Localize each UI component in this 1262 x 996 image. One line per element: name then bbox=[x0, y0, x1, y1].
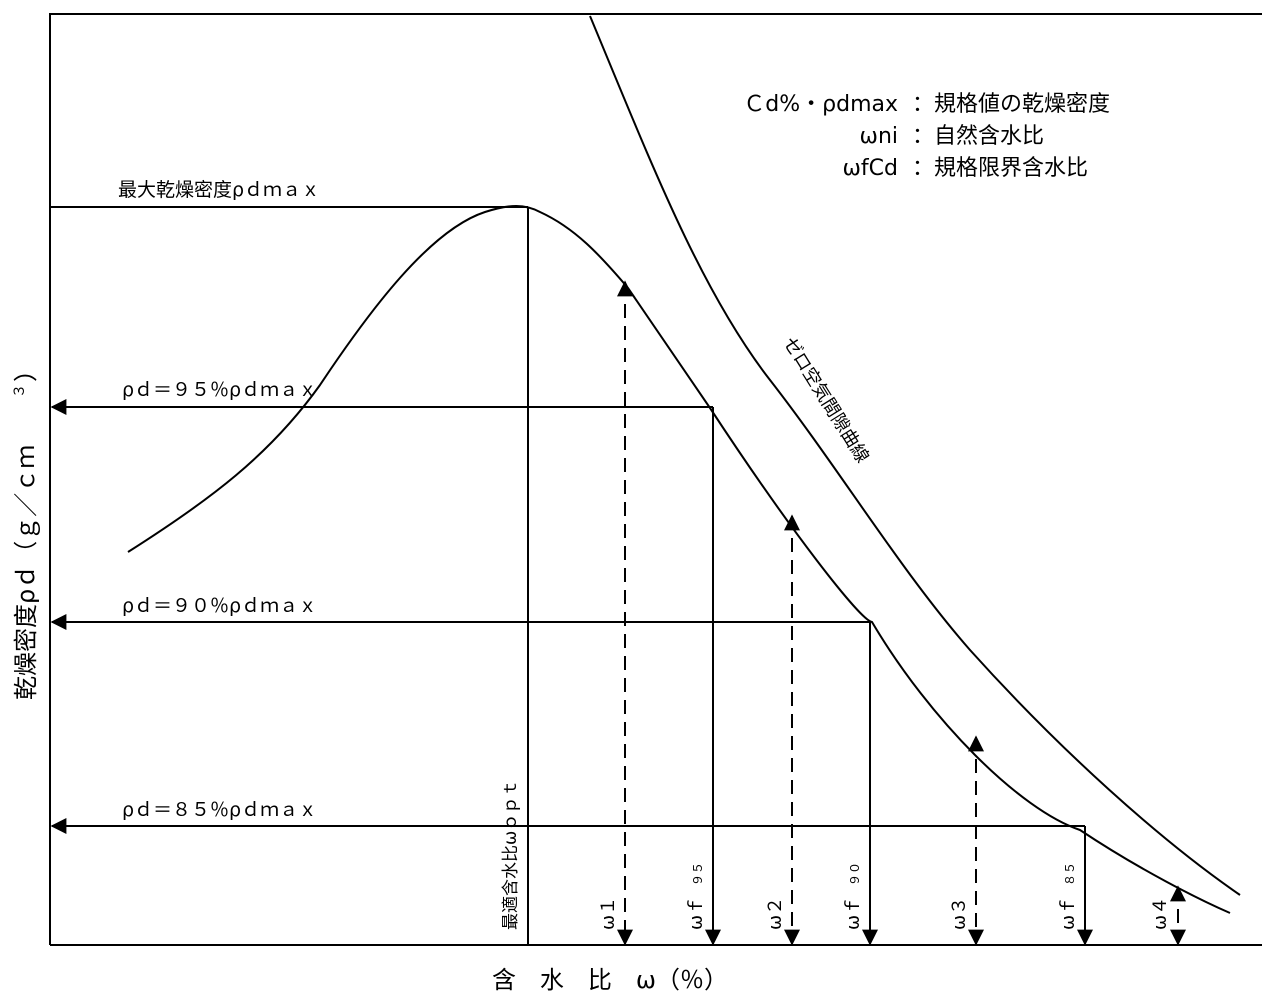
compaction-curve bbox=[127, 205, 1231, 914]
plot-frame bbox=[49, 13, 1262, 946]
svg-text:ωｆ: ωｆ bbox=[686, 897, 707, 930]
svg-text:９０: ９０ bbox=[848, 862, 862, 886]
zero-air-curve-label: ゼロ空気間隙曲線 bbox=[779, 334, 873, 467]
svg-text:３: ３ bbox=[12, 384, 28, 398]
max-density-label: 最大乾燥密度ρｄｍａｘ bbox=[118, 179, 320, 201]
legend-desc-3: ：規格限界含水比 bbox=[912, 156, 1088, 181]
w2-label: ω２ bbox=[765, 897, 786, 930]
rho85-label: ρｄ＝８５％ρｄｍａｘ bbox=[122, 799, 317, 821]
legend-key-1: Ｃd%・ρdmax bbox=[743, 92, 898, 117]
w3-label: ω３ bbox=[949, 897, 970, 930]
zero-air-void-curve bbox=[589, 15, 1241, 896]
legend-key-3: ωfCd bbox=[843, 156, 899, 181]
svg-text:ωｆ: ωｆ bbox=[1058, 897, 1079, 930]
w1-label: ω１ bbox=[598, 897, 619, 930]
svg-text:）: ） bbox=[12, 358, 40, 382]
w4-label: ω４ bbox=[1150, 897, 1171, 930]
wf95-label: ωｆ ９５ bbox=[686, 862, 707, 930]
svg-text:乾燥密度ρｄ（ｇ／ｃｍ: 乾燥密度ρｄ（ｇ／ｃｍ bbox=[12, 445, 40, 700]
rho90-label: ρｄ＝９０％ρｄｍａｘ bbox=[122, 595, 317, 617]
x-axis-label: 含 水 比 ω（％） bbox=[492, 966, 728, 994]
legend-desc-1: ：規格値の乾燥密度 bbox=[912, 92, 1110, 117]
wf90-label: ωｆ ９０ bbox=[843, 862, 864, 930]
optimum-label: 最適含水比ωｏｐｔ bbox=[501, 780, 521, 930]
svg-text:８５: ８５ bbox=[1063, 862, 1077, 886]
svg-text:９５: ９５ bbox=[691, 862, 705, 886]
svg-text:ωｆ: ωｆ bbox=[843, 897, 864, 930]
legend-key-2: ωni bbox=[860, 124, 898, 149]
rho95-label: ρｄ＝９５％ρｄｍａｘ bbox=[122, 379, 317, 401]
wf85-label: ωｆ ８５ bbox=[1058, 862, 1079, 930]
legend-desc-2: ：自然含水比 bbox=[912, 124, 1044, 149]
y-axis-label: 乾燥密度ρｄ（ｇ／ｃｍ ３ ） bbox=[12, 358, 40, 700]
